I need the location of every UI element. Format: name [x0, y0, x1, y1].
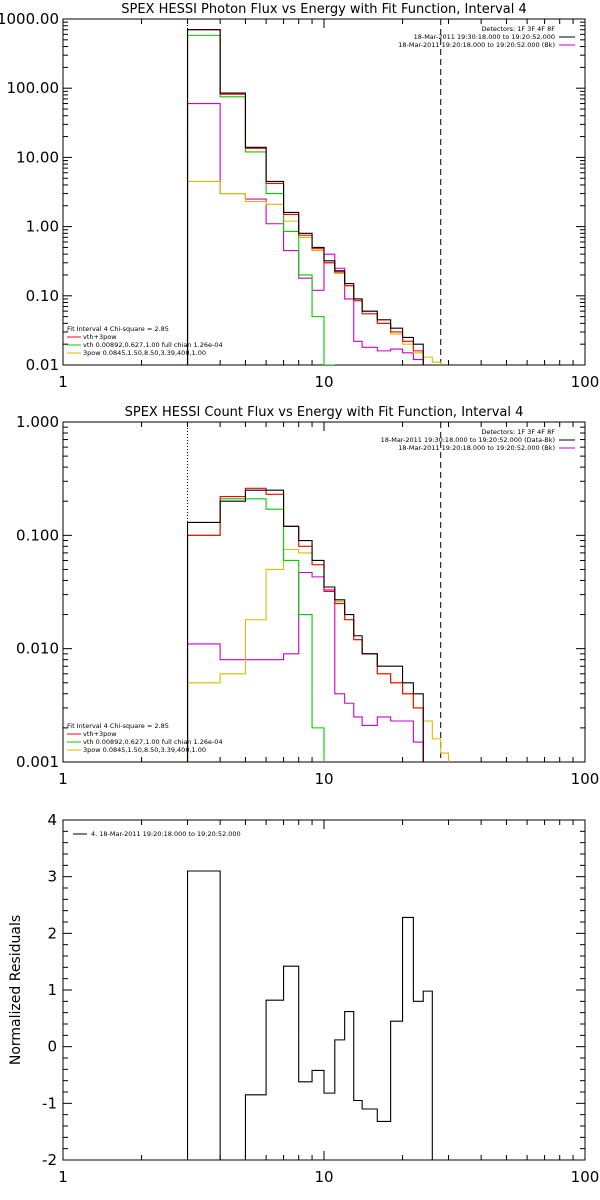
plot-title: SPEX HESSI Count Flux vs Energy with Fit…	[125, 405, 524, 420]
legend-top-right-line: Detectors: 1F 3F 4F 8F	[481, 428, 555, 436]
y-axis-ticks	[63, 819, 585, 1161]
y-tick-label: 0	[47, 1038, 57, 1056]
legend-top-right-line: 18-Mar-2011 19:30:18.000 to 19:20:52.000…	[381, 436, 555, 444]
series-3pow	[186, 548, 450, 762]
y-tick-label: 1	[47, 981, 57, 999]
legend-top-left-line: 4. 18-Mar-2011 19:20:18.000 to 19:20:52.…	[91, 830, 241, 838]
y-tick-label: -1	[42, 1094, 57, 1112]
y-axis-ticks	[63, 421, 585, 763]
x-tick-label: 1	[58, 1168, 68, 1186]
y-tick-label: 0.01	[26, 356, 59, 374]
series-background	[186, 103, 424, 365]
legend-bottom-left-line: 3pow 0.0845,1.50,8.50,3.39,400,1.00	[83, 746, 206, 754]
y-tick-label: 3	[47, 868, 57, 886]
x-tick-label: 10	[314, 1168, 333, 1186]
x-axis-ticks	[62, 19, 574, 365]
y-tick-label: 0.10	[26, 287, 59, 305]
series-data	[186, 489, 424, 762]
plot-frame	[62, 18, 586, 366]
y-tick-label: 2	[47, 924, 57, 942]
x-tick-label: 100	[571, 373, 600, 391]
plot-frame	[62, 819, 586, 1161]
y-axis-ticks	[63, 18, 585, 366]
plot-title: SPEX HESSI Photon Flux vs Energy with Fi…	[121, 2, 527, 17]
series-background	[186, 571, 424, 762]
series-vth-3pow	[186, 29, 424, 365]
x-tick-label: 100	[571, 1168, 600, 1186]
legend-bottom-left-line: 3pow 0.0845,1.50,8.50,3.39,400,1.00	[83, 349, 206, 357]
series-vth	[186, 34, 335, 365]
series-data	[186, 29, 424, 365]
legend-bottom-left-line: vth 0.00892,0.627,1.00 full chian 1.26e-…	[83, 738, 223, 746]
plot-2: SPEX HESSI Count Flux vs Energy with Fit…	[16, 405, 599, 788]
plot-frame	[62, 421, 586, 763]
y-tick-label: 0.100	[16, 526, 59, 544]
legend-bottom-left-line: vth 0.00892,0.627,1.00 full chian 1.26e-…	[83, 341, 223, 349]
y-tick-label: 0.010	[16, 640, 59, 658]
y-tick-label: -2	[42, 1151, 57, 1169]
x-tick-label: 10	[314, 373, 333, 391]
legend-top-right-line: Detectors: 1F 3F 4F 8F	[481, 25, 555, 33]
x-tick-label: 10	[314, 770, 333, 788]
x-tick-label: 1	[58, 770, 68, 788]
legend-bottom-left-line: vth+3pow	[83, 333, 117, 341]
y-tick-label: 1000.00	[0, 10, 59, 28]
y-tick-label: 0.001	[16, 753, 59, 771]
y-tick-label: 100.00	[7, 79, 60, 97]
plot-1: SPEX HESSI Photon Flux vs Energy with Fi…	[0, 2, 599, 391]
legend-top-right-line: 18-Mar-2011 19:30:18.000 to 19:20:52.000	[414, 33, 555, 41]
legend-top-right-line: 18-Mar-2011 19:20:18.000 to 19:20:52.000…	[398, 41, 555, 49]
legend-bottom-left-line: Fit Interval 4 Chi-square = 2.85	[67, 325, 169, 333]
legend-bottom-left-line: Fit Interval 4 Chi-square = 2.85	[67, 722, 169, 730]
x-axis-ticks	[62, 422, 574, 762]
series-4-18-mar-2011-19-20-18-000-to-19-20-52-000	[186, 870, 441, 1160]
legend-top-right-line: 18-Mar-2011 19:20:18.000 to 19:20:52.000…	[398, 444, 555, 452]
series-vth-3pow	[186, 487, 424, 762]
x-tick-label: 1	[58, 373, 68, 391]
y-tick-label: 4	[47, 811, 57, 829]
x-axis-ticks	[62, 820, 574, 1160]
x-tick-label: 100	[571, 770, 600, 788]
y-tick-label: 1.000	[16, 413, 59, 431]
series-vth	[186, 498, 325, 762]
legend-bottom-left-line: vth+3pow	[83, 730, 117, 738]
y-tick-label: 1.00	[26, 218, 59, 236]
y-axis-label: Normalized Residuals	[8, 915, 24, 1065]
y-tick-label: 10.00	[16, 148, 59, 166]
